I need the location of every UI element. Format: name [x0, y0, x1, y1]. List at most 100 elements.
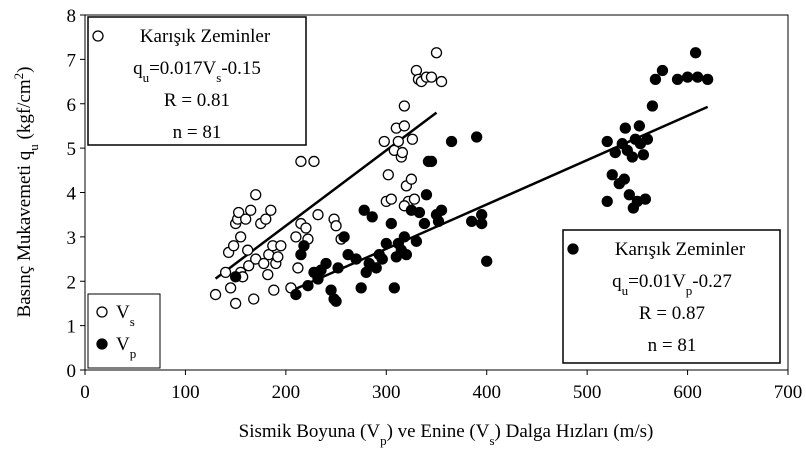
point — [601, 135, 613, 148]
x-tick-label: 100 — [171, 382, 200, 403]
point — [242, 244, 254, 256]
point — [320, 257, 332, 270]
point — [229, 271, 242, 283]
x-label-part: s — [489, 433, 494, 448]
text-part: -0.27 — [692, 271, 732, 292]
x-tick-label: 500 — [573, 382, 602, 403]
point — [398, 120, 411, 132]
annotation-box — [562, 229, 781, 364]
point — [465, 215, 478, 227]
y-tick-label: 0 — [67, 361, 77, 382]
point — [609, 146, 621, 159]
point — [260, 213, 272, 225]
point — [308, 155, 320, 168]
point — [481, 255, 493, 267]
legend-label: Vs — [116, 302, 135, 329]
annotation-marker — [567, 243, 579, 255]
text-part: R = 0.81 — [164, 90, 230, 111]
text-part: p — [130, 346, 137, 361]
annotation-text: qu=0.017Vs-0.15 — [133, 58, 261, 85]
annotation-text: R = 0.87 — [639, 303, 705, 324]
point — [425, 71, 438, 83]
point — [430, 47, 443, 59]
point — [265, 204, 277, 216]
text-part: =0.01V — [628, 271, 686, 292]
point — [601, 195, 613, 208]
point — [471, 131, 483, 143]
text-part: -0.15 — [221, 58, 261, 79]
text-part: p — [686, 283, 693, 298]
text-part: n = 81 — [648, 335, 697, 356]
point — [380, 237, 392, 250]
point — [240, 213, 252, 225]
point — [385, 193, 397, 205]
point — [224, 282, 237, 294]
point — [633, 120, 646, 132]
point — [681, 71, 694, 83]
point — [398, 100, 411, 112]
y-tick-label: 5 — [67, 139, 77, 160]
point — [408, 193, 421, 205]
x-tick-label: 600 — [673, 382, 702, 403]
point — [425, 155, 438, 168]
x-tick-label: 700 — [774, 382, 803, 403]
point — [258, 257, 270, 270]
point — [388, 282, 400, 294]
y-tick-label: 6 — [67, 95, 77, 116]
point — [248, 293, 260, 305]
point — [268, 284, 280, 296]
annotation-box — [87, 16, 307, 146]
annotation-text: Karışık Zeminler — [615, 239, 746, 260]
point — [405, 173, 418, 185]
point — [637, 149, 650, 161]
y-tick-label: 4 — [67, 184, 77, 205]
x-tick-label: 300 — [372, 382, 401, 403]
legend-label: Vp — [116, 334, 136, 361]
y-tick-label: 8 — [67, 6, 77, 27]
x-tick-label: 200 — [272, 382, 301, 403]
point — [366, 211, 378, 223]
point — [382, 169, 394, 181]
point — [398, 231, 411, 243]
point — [262, 268, 274, 281]
point — [406, 133, 419, 145]
point — [435, 75, 448, 88]
point — [445, 135, 458, 148]
point — [350, 253, 362, 265]
point — [400, 248, 413, 261]
point — [302, 280, 314, 292]
y-tick-label: 3 — [67, 228, 77, 249]
point — [355, 282, 367, 294]
y-label-part: 2 — [11, 73, 26, 80]
point — [358, 204, 370, 216]
point — [656, 64, 669, 77]
point — [370, 262, 382, 274]
point — [376, 253, 388, 265]
x-label-part: Sismik Boyuna (V — [239, 421, 381, 442]
point — [300, 222, 312, 234]
point — [219, 266, 232, 279]
point — [209, 288, 222, 301]
x-label-part: p — [380, 433, 387, 448]
point — [330, 295, 342, 307]
point — [233, 206, 245, 219]
y-axis-label: Basınç Mukavemeti qu (kgf/cm2) — [11, 67, 41, 318]
annotation-text: n = 81 — [173, 122, 222, 143]
point — [290, 231, 302, 243]
text-part: s — [216, 70, 221, 85]
legend-box — [87, 293, 161, 369]
point — [691, 71, 704, 83]
point — [250, 189, 262, 201]
point — [618, 173, 630, 185]
annotation-text: Karışık Zeminler — [140, 26, 271, 47]
point — [671, 73, 684, 85]
annotation-marker — [92, 30, 104, 42]
text-part: Karışık Zeminler — [140, 26, 271, 47]
y-label-part: (kgf/cm — [14, 79, 35, 144]
point — [432, 215, 445, 227]
annotation-text: qu=0.01Vp-0.27 — [612, 271, 732, 298]
text-part: n = 81 — [173, 122, 222, 143]
x-tick-label: 0 — [80, 382, 90, 403]
y-tick-label: 1 — [67, 317, 77, 338]
